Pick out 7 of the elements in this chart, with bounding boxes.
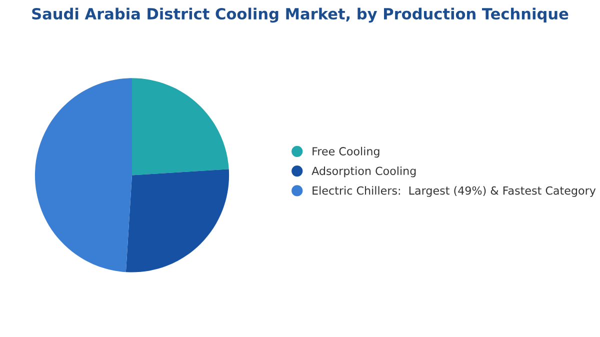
legend-label: Adsorption Cooling [312, 166, 416, 178]
pie-slice [126, 169, 230, 272]
chart-title: Saudi Arabia District Cooling Market, by Production Technique [32, 8, 568, 23]
pie-slice [132, 78, 229, 176]
pie-slice [34, 78, 132, 272]
legend-label: Free Cooling [312, 146, 380, 158]
legend-label: Electric Chillers: Largest (49%) & Fastest Category [312, 186, 596, 197]
